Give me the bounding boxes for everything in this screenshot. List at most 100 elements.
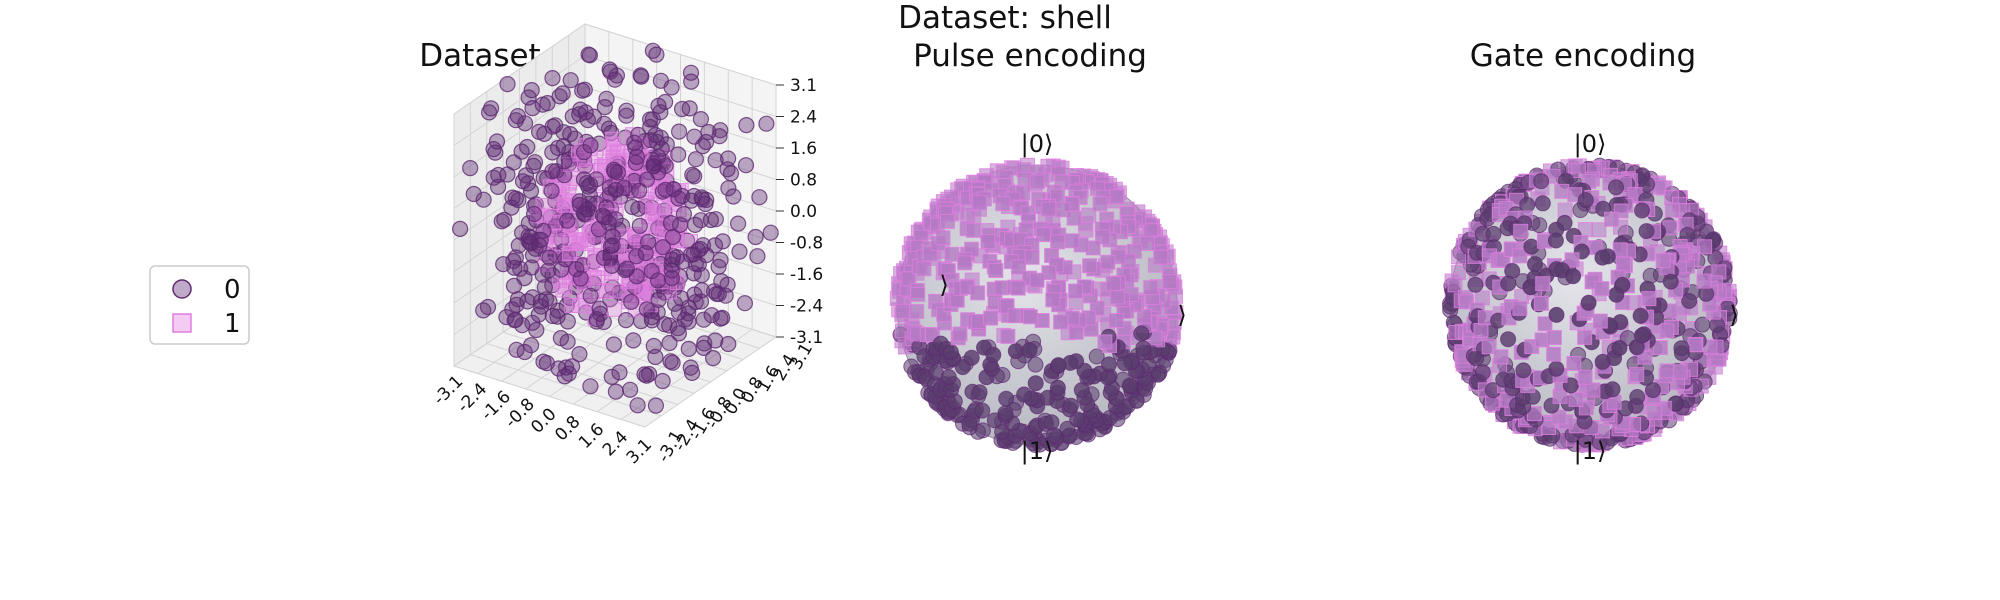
grid-line (584, 86, 777, 149)
dataset-point-0 (572, 270, 589, 287)
gate-point-1 (1551, 409, 1567, 425)
gate-point-1 (1659, 323, 1675, 339)
gate-point-0 (1565, 268, 1582, 285)
gate-point-0 (1709, 317, 1726, 333)
dataset-point-0 (552, 261, 570, 278)
gate-point-0 (1523, 238, 1540, 255)
dataset-point-0 (508, 341, 525, 358)
dataset-point-0 (559, 212, 576, 229)
dataset-point-0 (582, 287, 599, 304)
dataset-point-0 (562, 126, 579, 143)
legend: 0 1 (149, 265, 250, 345)
dataset-point-0 (485, 169, 502, 186)
dataset-point-0 (544, 69, 561, 87)
pulse-point-1 (965, 222, 981, 238)
dataset-point-0 (661, 317, 678, 334)
dataset-point-0 (554, 85, 571, 102)
gate-label-top: |0⟩ (1574, 130, 1607, 158)
gate-point-0 (1681, 293, 1698, 309)
pulse-point-1 (1100, 254, 1116, 270)
dataset-point-0 (684, 166, 701, 183)
dataset-point-0 (625, 332, 642, 349)
pulse-title: Pulse encoding (913, 38, 1147, 74)
pulse-point-1 (1105, 276, 1121, 292)
dataset-point-1 (550, 228, 566, 244)
pulse-point-0 (1027, 375, 1044, 392)
pulse-point-0 (1121, 377, 1138, 394)
dataset-point-1 (606, 136, 622, 152)
dataset-point-0 (747, 228, 764, 246)
pulse-point-0 (1073, 382, 1090, 399)
dataset-point-1 (612, 283, 628, 299)
dataset-point-0 (647, 397, 665, 414)
dataset-point-0 (534, 96, 551, 113)
dataset-point-1 (634, 283, 650, 299)
dataset-point-0 (633, 68, 650, 85)
dataset-point-0 (524, 99, 541, 117)
dataset-point-0 (475, 191, 492, 208)
dataset-point-0 (462, 160, 479, 177)
dataset-point-1 (644, 203, 660, 219)
dataset-point-0 (758, 115, 775, 132)
dataset-point-0 (559, 313, 576, 330)
gate-point-1 (1568, 391, 1584, 407)
gate-point-0 (1644, 382, 1661, 399)
gate-point-1 (1546, 330, 1562, 346)
dataset-point-0 (532, 231, 549, 248)
gate-point-1 (1477, 310, 1493, 326)
dataset-point-0 (585, 108, 603, 125)
pulse-point-1 (1011, 259, 1027, 275)
gate-point-0 (1608, 286, 1625, 303)
pulse-point-0 (971, 384, 988, 401)
legend-marker-0 (172, 279, 192, 299)
dataset-point-0 (602, 291, 619, 308)
dataset-point-0 (571, 196, 589, 214)
dataset-point-0 (648, 46, 665, 63)
dataset-point-0 (490, 166, 507, 184)
dataset-point-0 (540, 262, 557, 279)
dataset-point-0 (662, 215, 679, 232)
dataset-point-0 (531, 237, 548, 254)
dataset-point-1 (620, 274, 636, 290)
gate-point-1 (1577, 329, 1593, 345)
pulse-label-right: ⟩ (1177, 301, 1186, 329)
dataset-point-1 (564, 298, 580, 313)
pulse-point-0 (1050, 357, 1067, 374)
dataset-point-0 (544, 163, 561, 180)
dataset-point-0 (557, 251, 574, 268)
gate-point-0 (1629, 389, 1646, 405)
legend-label-1: 1 (224, 309, 241, 339)
dataset-point-0 (522, 337, 540, 354)
grid-line (535, 309, 728, 372)
dataset-point-0 (737, 157, 755, 174)
legend-marker-1 (172, 313, 192, 333)
dataset-point-0 (649, 148, 667, 165)
gate-point-1 (1481, 339, 1497, 355)
gate-point-1 (1535, 276, 1551, 292)
dataset-point-0 (603, 257, 621, 274)
dataset-point-0 (609, 164, 627, 181)
dataset-point-0 (703, 307, 720, 324)
dataset-point-0 (499, 75, 516, 93)
gate-point-1 (1554, 183, 1570, 199)
dataset-point-0 (712, 122, 729, 139)
pulse-point-0 (942, 344, 959, 361)
pulse-point-0 (940, 369, 957, 386)
dataset-point-0 (524, 314, 541, 331)
dataset-point-0 (582, 137, 599, 154)
dataset-point-1 (605, 131, 621, 147)
pulse-point-0 (1135, 340, 1152, 357)
pulse-point-1 (1064, 233, 1080, 249)
dataset-point-0 (571, 106, 588, 123)
dataset-point-0 (536, 279, 553, 296)
dataset-point-0 (611, 364, 628, 381)
dataset-point-0 (604, 237, 621, 254)
grid-line (573, 313, 705, 405)
dataset-point-0 (623, 293, 640, 310)
dataset-point-0 (685, 187, 703, 205)
pulse-point-1 (909, 304, 925, 319)
gate-label-right: ⟩ (1729, 301, 1738, 329)
dataset-point-0 (525, 205, 543, 223)
dataset-point-0 (680, 340, 697, 357)
dataset-point-0 (707, 211, 724, 228)
